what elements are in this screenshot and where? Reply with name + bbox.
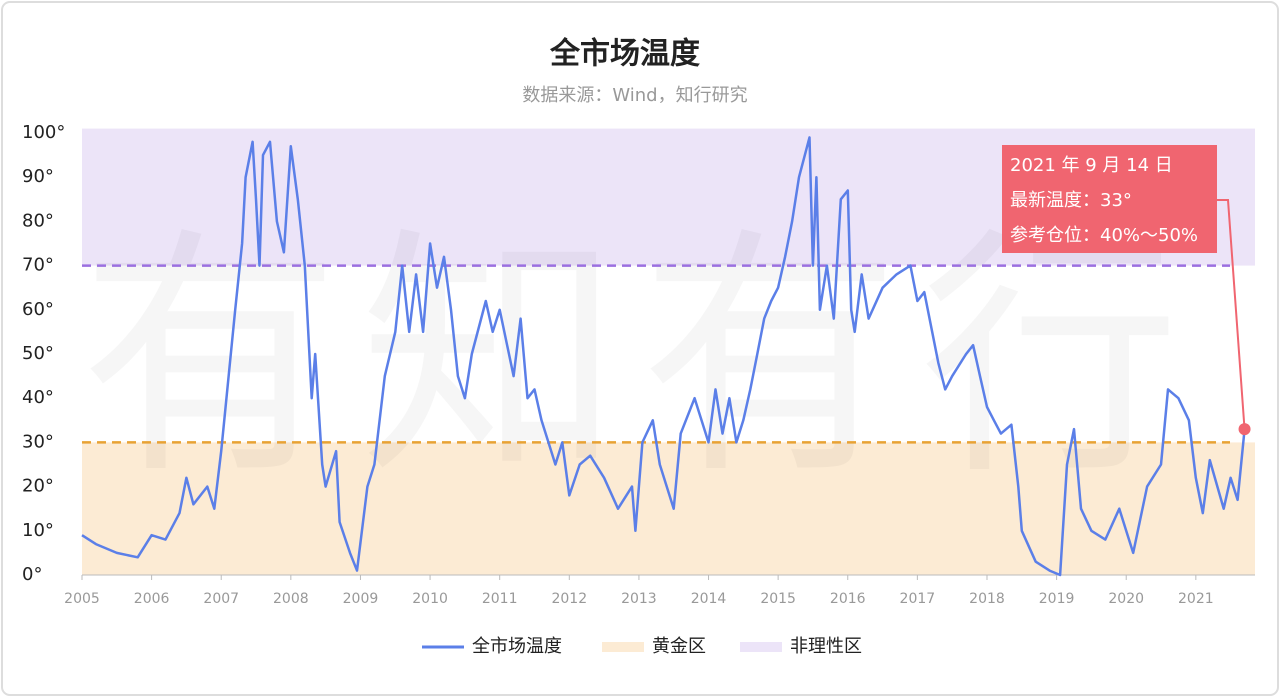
x-tick-label: 2021: [1178, 591, 1214, 607]
legend-swatch: [740, 642, 782, 652]
x-tick-label: 2019: [1039, 591, 1075, 607]
x-tick-label: 2008: [273, 591, 309, 607]
x-tick-label: 2017: [900, 591, 936, 607]
x-tick-label: 2012: [551, 591, 587, 607]
y-tick-label: 50°: [22, 343, 54, 364]
y-tick-label: 20°: [22, 476, 54, 497]
x-tick-label: 2011: [482, 591, 518, 607]
x-tick-label: 2009: [343, 591, 379, 607]
y-tick-label: 10°: [22, 520, 54, 541]
y-tick-label: 30°: [22, 431, 54, 452]
y-tick-label: 0°: [22, 564, 42, 585]
x-tick-label: 2006: [134, 591, 170, 607]
legend-label: 全市场温度: [472, 636, 562, 657]
annotation-text: 参考仓位：40%～50%: [1010, 225, 1198, 246]
x-tick-label: 2018: [969, 591, 1005, 607]
annotation-leader: [1215, 199, 1246, 430]
legend-swatch: [602, 642, 644, 652]
y-tick-label: 70°: [22, 255, 54, 276]
line-series: [81, 136, 1246, 577]
x-tick-label: 2014: [691, 591, 727, 607]
x-tick-label: 2015: [760, 591, 796, 607]
y-tick-label: 90°: [22, 166, 54, 187]
chart-subtitle: 数据来源：Wind，知行研究: [522, 85, 747, 106]
band: [82, 442, 1255, 575]
x-tick-label: 2016: [830, 591, 866, 607]
x-tick-label: 2005: [64, 591, 100, 607]
y-tick-label: 100°: [22, 122, 65, 143]
x-tick-label: 2010: [412, 591, 448, 607]
x-tick-label: 2020: [1108, 591, 1144, 607]
y-tick-label: 60°: [22, 299, 54, 320]
annotation-text: 最新温度：33°: [1010, 190, 1132, 211]
annotation-box: [1002, 145, 1217, 253]
x-tick-label: 2013: [621, 591, 657, 607]
chart-title: 全市场温度: [549, 37, 700, 72]
latest-point: [1238, 423, 1251, 436]
y-tick-label: 40°: [22, 387, 54, 408]
annotation-text: 2021 年 9 月 14 日: [1010, 155, 1173, 176]
legend-label: 黄金区: [652, 636, 706, 657]
legend-label: 非理性区: [790, 636, 862, 657]
x-tick-label: 2007: [203, 591, 239, 607]
y-tick-label: 80°: [22, 210, 54, 231]
